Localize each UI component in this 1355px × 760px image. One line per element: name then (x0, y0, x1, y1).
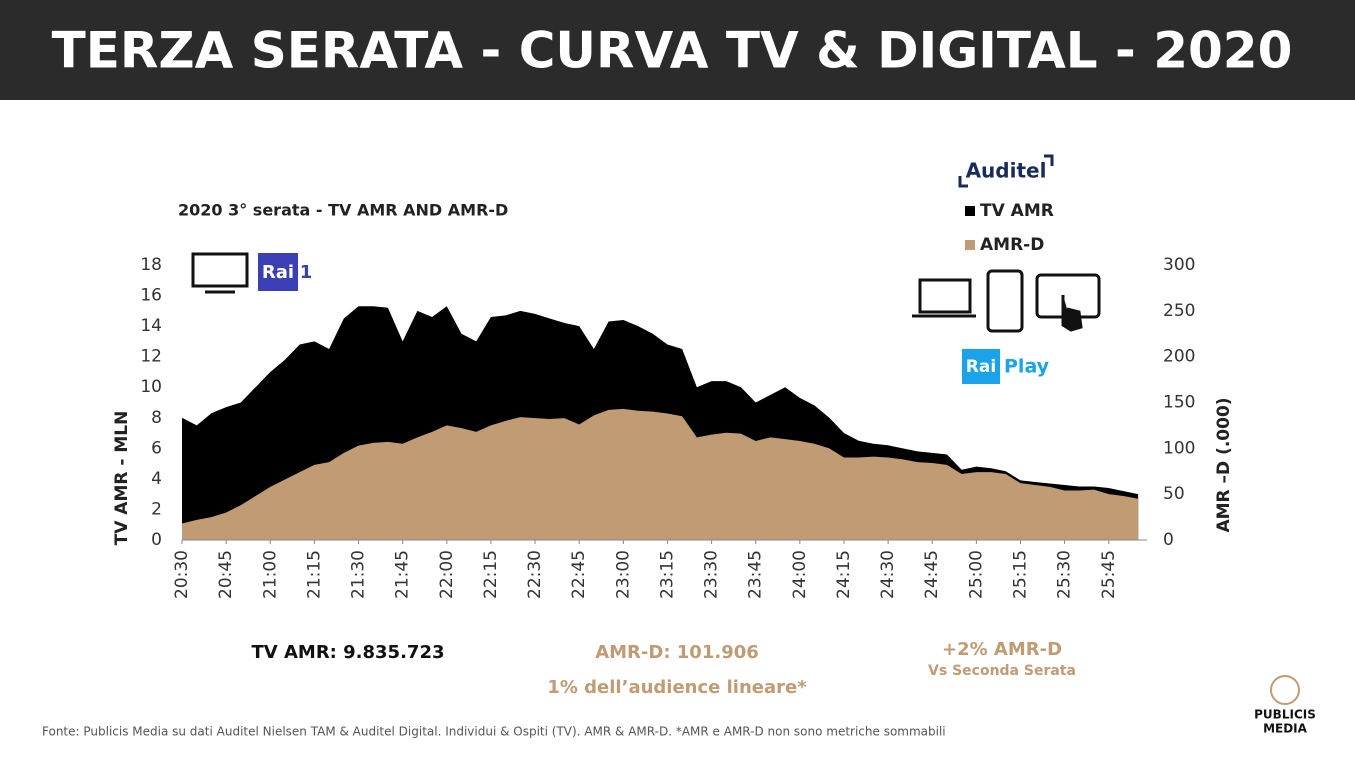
x-tick-label: 24:00 (790, 550, 810, 599)
y-tick-label: 10 (140, 377, 162, 397)
x-tick-label: 21:30 (349, 550, 369, 599)
x-tick-label: 21:00 (260, 550, 280, 599)
stat-amrd-share: 1% dell’audience lineare* (547, 677, 807, 698)
y-tick-label: 16 (140, 286, 162, 306)
x-tick-label: 24:15 (834, 550, 854, 599)
x-tick-label: 22:45 (569, 550, 589, 599)
stat-tv: TV AMR: 9.835.723 (252, 642, 445, 663)
y-tick-label: 4 (151, 469, 162, 489)
y-tick-label: 14 (140, 316, 162, 336)
x-tick-label: 25:15 (1010, 550, 1030, 599)
x-tick-label: 23:45 (746, 550, 766, 599)
stat-delta: +2% AMR-D (942, 639, 1062, 660)
x-tick-label: 20:30 (172, 550, 192, 599)
y2-tick-label: 50 (1163, 484, 1185, 504)
y2-tick-label: 250 (1163, 301, 1195, 321)
legend-swatch (965, 206, 975, 216)
x-tick-label: 25:45 (1099, 550, 1119, 599)
x-tick-label: 23:30 (702, 550, 722, 599)
y2-tick-label: 200 (1163, 347, 1195, 367)
rai1-num: 1 (300, 262, 313, 283)
tv-icon (191, 252, 249, 294)
publicis-emblem (1270, 675, 1300, 705)
x-tick-label: 22:00 (437, 550, 457, 599)
slide-title: TERZA SERATA - CURVA TV & DIGITAL - 2020 (52, 22, 1293, 80)
y-tick-label: 0 (151, 530, 162, 550)
x-tick-label: 20:45 (216, 550, 236, 599)
y-axis-title: TV AMR - MLN (112, 411, 132, 546)
header-bar (0, 0, 1355, 100)
x-tick-label: 25:30 (1055, 550, 1075, 599)
y-tick-label: 18 (140, 255, 162, 275)
y-tick-label: 6 (151, 438, 162, 458)
legend-swatch (965, 240, 975, 250)
publicis-text-a: PUBLICIS (1254, 708, 1316, 722)
chart-title: 2020 3° serata - TV AMR AND AMR-D (178, 201, 508, 220)
x-tick-label: 22:30 (525, 550, 545, 599)
x-tick-label: 25:00 (966, 550, 986, 599)
y-tick-label: 12 (140, 347, 162, 367)
raiplay-logo (962, 349, 1000, 384)
auditel-mark (958, 154, 1054, 188)
x-tick-label: 23:00 (613, 550, 633, 599)
x-tick-label: 21:15 (304, 550, 324, 599)
y2-tick-label: 0 (1163, 530, 1174, 550)
y2-axis-title: AMR –D (.000) (1214, 397, 1234, 532)
x-tick-label: 24:45 (922, 550, 942, 599)
rai1-logo (258, 253, 298, 291)
device-icons (912, 269, 1101, 333)
x-tick-label: 24:30 (878, 550, 898, 599)
auditel-logo: Auditel (966, 159, 1047, 183)
source: Fonte: Publicis Media su dati Auditel Ni… (42, 725, 946, 739)
y2-tick-label: 300 (1163, 255, 1195, 275)
y-tick-label: 8 (151, 408, 162, 428)
legend-label: AMR-D (980, 235, 1044, 255)
x-tick-label: 23:15 (657, 550, 677, 599)
raiplay-text-b: Play (1004, 356, 1050, 378)
y2-tick-label: 100 (1163, 438, 1195, 458)
publicis-text-b: MEDIA (1263, 722, 1308, 736)
raiplay-text-a: Rai (966, 357, 996, 377)
rai1-text: Rai (262, 262, 294, 283)
stat-delta-note: Vs Seconda Serata (928, 663, 1076, 679)
y2-tick-label: 150 (1163, 393, 1195, 413)
x-tick-label: 22:15 (481, 550, 501, 599)
stat-amrd: AMR-D: 101.906 (595, 642, 759, 663)
legend-label: TV AMR (980, 201, 1054, 221)
y-tick-label: 2 (151, 499, 162, 519)
area (182, 408, 1139, 540)
x-tick-label: 21:45 (393, 550, 413, 599)
